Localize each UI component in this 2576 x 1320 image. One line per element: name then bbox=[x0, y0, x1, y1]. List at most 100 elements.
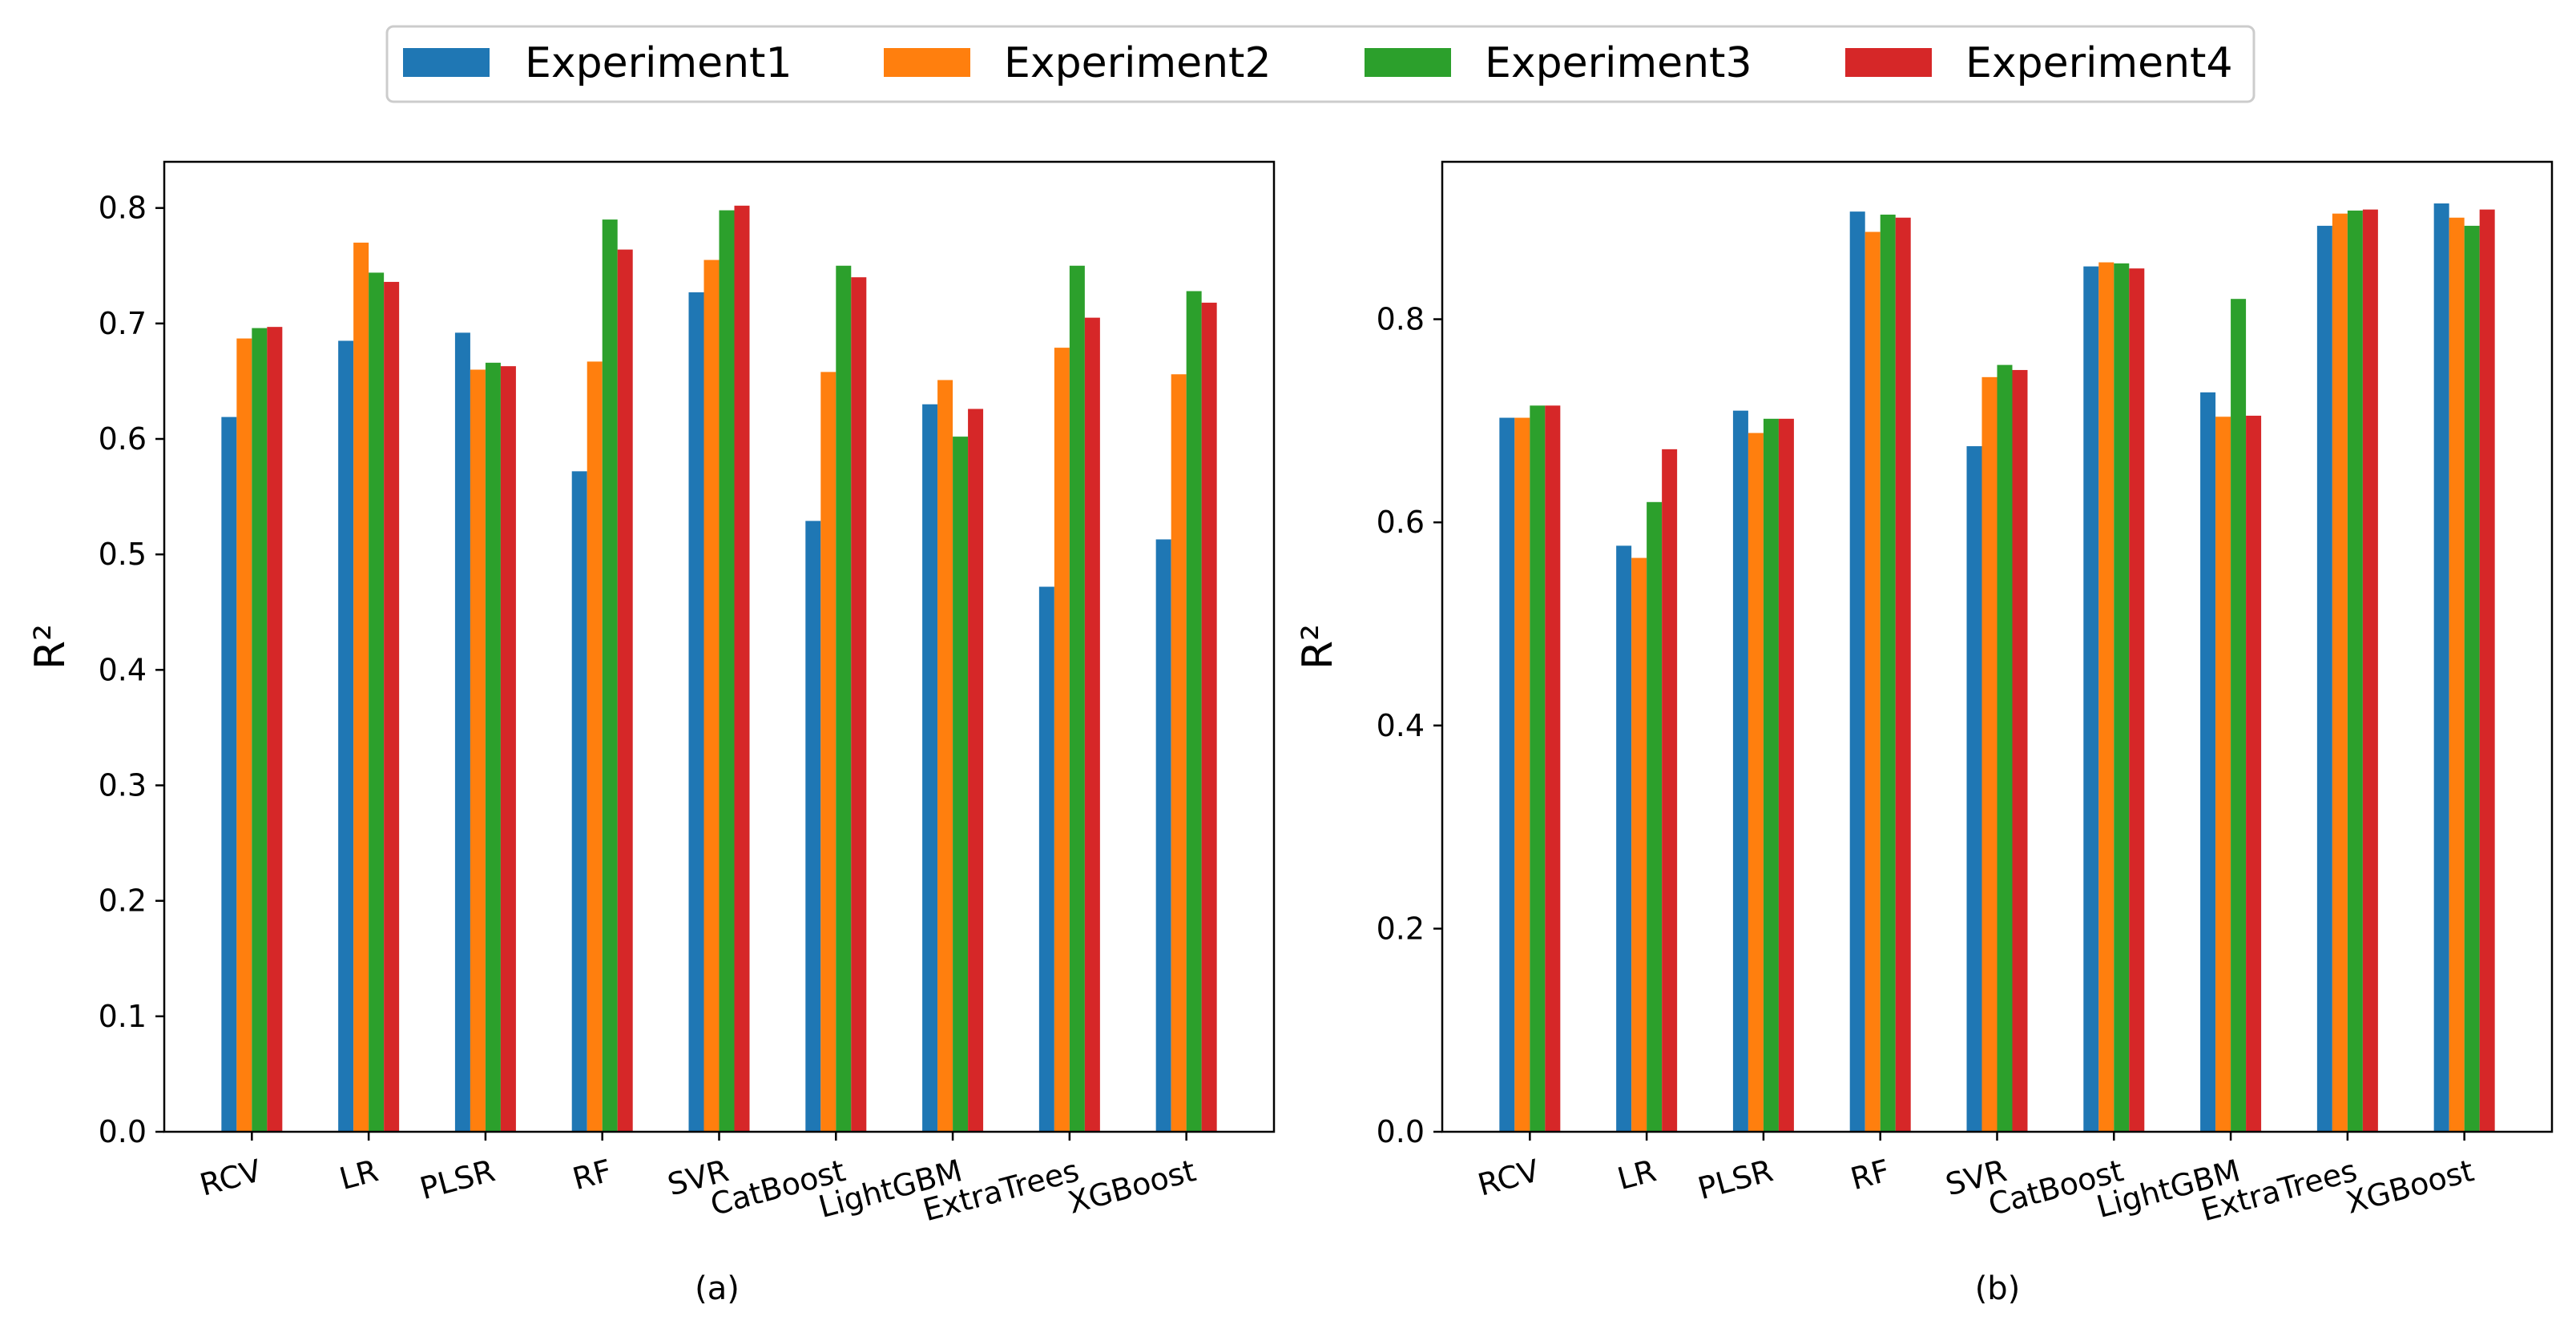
panel-b-caption: (b) bbox=[1975, 1270, 2021, 1307]
bar-b-catboost-experiment3 bbox=[2114, 263, 2130, 1132]
y-tick-label-a-7: 0.7 bbox=[99, 306, 147, 341]
bar-b-rcv-experiment3 bbox=[1530, 405, 1546, 1133]
legend-swatch-experiment2 bbox=[884, 48, 970, 77]
bar-b-lr-experiment1 bbox=[1616, 545, 1632, 1132]
bar-a-lr-experiment2 bbox=[353, 242, 369, 1132]
bar-a-lr-experiment3 bbox=[369, 272, 385, 1132]
bar-b-extratrees-experiment4 bbox=[2362, 209, 2378, 1133]
bar-a-lightgbm-experiment4 bbox=[968, 408, 984, 1132]
legend-frame bbox=[385, 25, 2256, 103]
bar-b-extratrees-experiment1 bbox=[2316, 225, 2332, 1132]
bar-a-rcv-experiment2 bbox=[236, 338, 252, 1132]
legend-label-experiment2: Experiment2 bbox=[1004, 39, 1272, 87]
legend: Experiment1 Experiment2 Experiment3 Expe… bbox=[385, 25, 2256, 103]
bar-a-catboost-experiment2 bbox=[820, 372, 836, 1132]
bar-a-xgboost-experiment1 bbox=[1155, 539, 1171, 1132]
bar-b-xgboost-experiment1 bbox=[2433, 203, 2449, 1133]
bar-b-svr-experiment2 bbox=[1981, 376, 1998, 1133]
panel-a-caption: (a) bbox=[695, 1270, 740, 1307]
bar-a-lr-experiment1 bbox=[338, 340, 354, 1133]
bar-b-plsr-experiment4 bbox=[1778, 418, 1794, 1132]
bar-a-catboost-experiment1 bbox=[805, 521, 821, 1132]
bar-b-rf-experiment1 bbox=[1849, 211, 1865, 1132]
bar-b-catboost-experiment4 bbox=[2129, 268, 2145, 1132]
bar-a-xgboost-experiment2 bbox=[1171, 374, 1187, 1132]
y-tick-label-a-1: 0.1 bbox=[99, 999, 147, 1034]
bar-b-plsr-experiment2 bbox=[1748, 433, 1764, 1132]
bar-b-lr-experiment3 bbox=[1647, 501, 1663, 1132]
y-tick-label-a-4: 0.4 bbox=[99, 652, 147, 687]
bar-a-lightgbm-experiment2 bbox=[937, 380, 953, 1133]
bar-b-rcv-experiment2 bbox=[1514, 417, 1530, 1132]
bar-a-plsr-experiment1 bbox=[454, 332, 470, 1132]
bar-a-xgboost-experiment3 bbox=[1186, 291, 1202, 1133]
bar-a-extratrees-experiment3 bbox=[1069, 265, 1085, 1132]
legend-swatch-experiment1 bbox=[403, 48, 490, 77]
bar-b-rf-experiment2 bbox=[1864, 231, 1881, 1132]
legend-label-experiment4: Experiment4 bbox=[1965, 39, 2233, 87]
bar-a-plsr-experiment4 bbox=[500, 366, 516, 1132]
bar-a-lightgbm-experiment1 bbox=[922, 404, 938, 1132]
bar-b-rf-experiment4 bbox=[1895, 217, 1911, 1132]
bar-a-extratrees-experiment4 bbox=[1084, 317, 1100, 1133]
bar-b-rcv-experiment4 bbox=[1545, 405, 1561, 1133]
bar-a-svr-experiment4 bbox=[734, 205, 750, 1132]
y-tick-label-a-2: 0.2 bbox=[99, 883, 147, 919]
bar-b-lightgbm-experiment2 bbox=[2215, 417, 2231, 1132]
y-axis-label-a: R² bbox=[26, 624, 75, 670]
y-axis-label-b: R² bbox=[1294, 624, 1342, 670]
bar-b-svr-experiment1 bbox=[1966, 446, 1982, 1132]
bar-b-xgboost-experiment2 bbox=[2449, 217, 2465, 1132]
bar-b-extratrees-experiment2 bbox=[2332, 213, 2348, 1132]
legend-swatch-experiment3 bbox=[1365, 48, 1451, 77]
bar-a-rf-experiment2 bbox=[587, 361, 603, 1132]
legend-label-experiment1: Experiment1 bbox=[525, 39, 792, 87]
bar-b-svr-experiment4 bbox=[2012, 369, 2028, 1132]
bar-a-svr-experiment2 bbox=[703, 260, 720, 1132]
bar-b-xgboost-experiment3 bbox=[2464, 225, 2480, 1132]
bar-b-rcv-experiment1 bbox=[1499, 417, 1515, 1132]
y-tick-label-a-6: 0.6 bbox=[99, 421, 147, 457]
bar-a-rcv-experiment4 bbox=[267, 327, 283, 1132]
bar-a-svr-experiment1 bbox=[688, 292, 704, 1132]
bar-a-rcv-experiment1 bbox=[221, 417, 237, 1132]
bar-b-catboost-experiment2 bbox=[2098, 262, 2114, 1132]
bar-b-lr-experiment2 bbox=[1631, 557, 1647, 1132]
bar-a-xgboost-experiment4 bbox=[1201, 302, 1217, 1132]
bar-b-svr-experiment3 bbox=[1997, 364, 2013, 1132]
bar-a-catboost-experiment4 bbox=[851, 277, 867, 1132]
bar-b-xgboost-experiment4 bbox=[2479, 209, 2495, 1133]
bar-a-lightgbm-experiment3 bbox=[953, 437, 969, 1132]
y-tick-label-b-3: 0.6 bbox=[1377, 505, 1425, 540]
y-tick-label-b-0: 0.0 bbox=[1377, 1114, 1425, 1149]
bar-a-rf-experiment3 bbox=[602, 219, 618, 1133]
bar-b-rf-experiment3 bbox=[1880, 214, 1896, 1133]
bar-b-plsr-experiment3 bbox=[1763, 418, 1779, 1132]
bar-a-svr-experiment3 bbox=[719, 210, 735, 1132]
y-tick-label-a-8: 0.8 bbox=[99, 191, 147, 226]
bar-a-catboost-experiment3 bbox=[836, 265, 852, 1132]
bar-a-rf-experiment1 bbox=[571, 471, 587, 1132]
bar-b-lightgbm-experiment3 bbox=[2231, 299, 2247, 1133]
bar-b-extratrees-experiment3 bbox=[2347, 210, 2363, 1132]
bar-b-plsr-experiment1 bbox=[1732, 410, 1748, 1132]
bar-a-rf-experiment4 bbox=[617, 249, 633, 1132]
bar-a-extratrees-experiment2 bbox=[1054, 348, 1070, 1132]
bar-b-lightgbm-experiment1 bbox=[2200, 392, 2216, 1133]
y-tick-label-a-3: 0.3 bbox=[99, 768, 147, 803]
bar-a-extratrees-experiment1 bbox=[1038, 586, 1054, 1132]
bar-a-plsr-experiment3 bbox=[485, 362, 501, 1133]
bar-b-lr-experiment4 bbox=[1662, 449, 1678, 1132]
bar-a-lr-experiment4 bbox=[384, 281, 400, 1133]
y-tick-label-a-5: 0.5 bbox=[99, 537, 147, 572]
legend-label-experiment3: Experiment3 bbox=[1485, 39, 1752, 87]
bar-a-plsr-experiment2 bbox=[470, 369, 486, 1132]
y-tick-label-a-0: 0.0 bbox=[99, 1114, 147, 1149]
y-tick-label-b-1: 0.2 bbox=[1377, 911, 1425, 946]
bar-a-rcv-experiment3 bbox=[252, 328, 268, 1133]
legend-swatch-experiment4 bbox=[1845, 48, 1932, 77]
bar-b-catboost-experiment1 bbox=[2083, 266, 2099, 1132]
